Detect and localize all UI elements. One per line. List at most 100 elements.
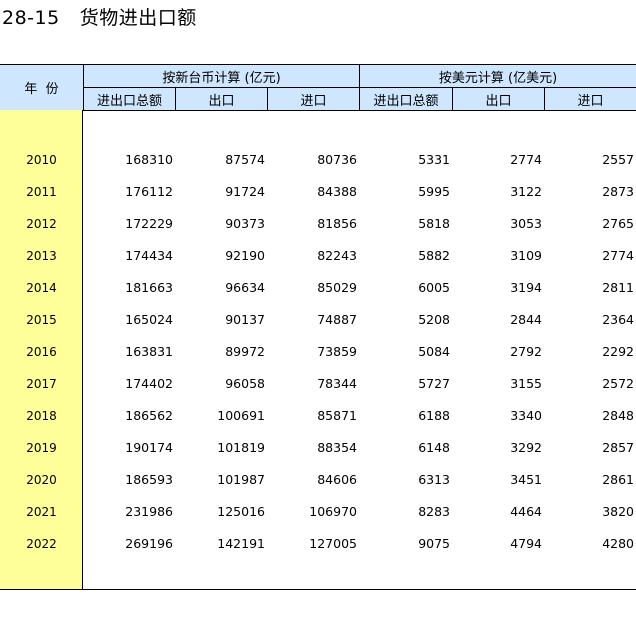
value-cell: 74887 bbox=[317, 312, 357, 327]
value-cell: 3340 bbox=[510, 408, 542, 423]
value-cell: 2848 bbox=[602, 408, 634, 423]
value-cell: 2861 bbox=[602, 472, 634, 487]
value-cell: 190174 bbox=[125, 440, 173, 455]
value-cell: 9075 bbox=[418, 536, 450, 551]
value-cell: 6005 bbox=[418, 280, 450, 295]
year-column-header: 年 份 bbox=[24, 81, 59, 97]
header-divider bbox=[83, 87, 636, 88]
value-cell: 4794 bbox=[510, 536, 542, 551]
table-bottom-line bbox=[0, 589, 636, 590]
value-cell: 2844 bbox=[510, 312, 542, 327]
value-cell: 3194 bbox=[510, 280, 542, 295]
value-cell: 142191 bbox=[217, 536, 265, 551]
value-cell: 186562 bbox=[125, 408, 173, 423]
value-cell: 125016 bbox=[217, 504, 265, 519]
table-title: 货物进出口额 bbox=[79, 7, 197, 29]
table-row: 2018 186562 100691 85871 6188 3340 2848 bbox=[0, 404, 636, 428]
table-row: 2011 176112 91724 84388 5995 3122 2873 bbox=[0, 180, 636, 204]
value-cell: 3122 bbox=[510, 184, 542, 199]
header-bottom-line bbox=[0, 110, 636, 111]
value-cell: 231986 bbox=[125, 504, 173, 519]
table-row: 2015 165024 90137 74887 5208 2844 2364 bbox=[0, 308, 636, 332]
year-cell: 2017 bbox=[26, 377, 57, 391]
year-cell: 2019 bbox=[26, 441, 57, 455]
value-cell: 84606 bbox=[317, 472, 357, 487]
value-cell: 3451 bbox=[510, 472, 542, 487]
value-cell: 4280 bbox=[602, 536, 634, 551]
value-cell: 174402 bbox=[125, 376, 173, 391]
value-cell: 3109 bbox=[510, 248, 542, 263]
value-cell: 2774 bbox=[602, 248, 634, 263]
value-cell: 90137 bbox=[225, 312, 265, 327]
year-cell: 2013 bbox=[26, 249, 57, 263]
value-cell: 2792 bbox=[510, 344, 542, 359]
value-cell: 81856 bbox=[317, 216, 357, 231]
table-row: 2013 174434 92190 82243 5882 3109 2774 bbox=[0, 244, 636, 268]
value-cell: 2774 bbox=[510, 152, 542, 167]
value-cell: 87574 bbox=[225, 152, 265, 167]
value-cell: 2292 bbox=[602, 344, 634, 359]
year-cell: 2020 bbox=[26, 473, 57, 487]
subheader-usd-import: 进口 bbox=[577, 93, 604, 109]
value-cell: 269196 bbox=[125, 536, 173, 551]
value-cell: 2765 bbox=[602, 216, 634, 231]
year-cell: 2015 bbox=[26, 313, 57, 327]
subheader-usd-total: 进出口总额 bbox=[373, 93, 439, 109]
value-cell: 3053 bbox=[510, 216, 542, 231]
page-title: 28-15 货物进出口额 bbox=[2, 4, 197, 32]
value-cell: 2873 bbox=[602, 184, 634, 199]
value-cell: 101819 bbox=[217, 440, 265, 455]
year-cell: 2016 bbox=[26, 345, 57, 359]
value-cell: 96634 bbox=[225, 280, 265, 295]
value-cell: 168310 bbox=[125, 152, 173, 167]
value-cell: 84388 bbox=[317, 184, 357, 199]
value-cell: 163831 bbox=[125, 344, 173, 359]
value-cell: 90373 bbox=[225, 216, 265, 231]
year-cell: 2014 bbox=[26, 281, 57, 295]
value-cell: 2811 bbox=[602, 280, 634, 295]
value-cell: 6188 bbox=[418, 408, 450, 423]
year-column bbox=[0, 110, 83, 590]
table-row: 2021 231986 125016 106970 8283 4464 3820 bbox=[0, 500, 636, 524]
table-row: 2012 172229 90373 81856 5818 3053 2765 bbox=[0, 212, 636, 236]
value-cell: 89972 bbox=[225, 344, 265, 359]
value-cell: 6148 bbox=[418, 440, 450, 455]
value-cell: 181663 bbox=[125, 280, 173, 295]
value-cell: 85029 bbox=[317, 280, 357, 295]
value-cell: 82243 bbox=[317, 248, 357, 263]
table-row: 2010 168310 87574 80736 5331 2774 2557 bbox=[0, 148, 636, 172]
year-cell: 2010 bbox=[26, 153, 57, 167]
table-row: 2020 186593 101987 84606 6313 3451 2861 bbox=[0, 468, 636, 492]
group-header-usd: 按美元计算 (亿美元) bbox=[438, 70, 558, 86]
header-divider bbox=[267, 87, 268, 110]
value-cell: 73859 bbox=[317, 344, 357, 359]
header-divider bbox=[544, 87, 545, 110]
value-cell: 101987 bbox=[217, 472, 265, 487]
value-cell: 5882 bbox=[418, 248, 450, 263]
subheader-twd-export: 出口 bbox=[208, 93, 235, 109]
value-cell: 106970 bbox=[309, 504, 357, 519]
value-cell: 2857 bbox=[602, 440, 634, 455]
table-row: 2017 174402 96058 78344 5727 3155 2572 bbox=[0, 372, 636, 396]
value-cell: 172229 bbox=[125, 216, 173, 231]
value-cell: 5084 bbox=[418, 344, 450, 359]
value-cell: 5331 bbox=[418, 152, 450, 167]
table-code: 28-15 bbox=[2, 7, 60, 29]
value-cell: 8283 bbox=[418, 504, 450, 519]
value-cell: 80736 bbox=[317, 152, 357, 167]
header-divider bbox=[452, 87, 453, 110]
value-cell: 85871 bbox=[317, 408, 357, 423]
value-cell: 88354 bbox=[317, 440, 357, 455]
subheader-usd-export: 出口 bbox=[485, 93, 512, 109]
value-cell: 165024 bbox=[125, 312, 173, 327]
table-row: 2014 181663 96634 85029 6005 3194 2811 bbox=[0, 276, 636, 300]
value-cell: 174434 bbox=[125, 248, 173, 263]
value-cell: 127005 bbox=[309, 536, 357, 551]
year-cell: 2011 bbox=[26, 185, 57, 199]
value-cell: 3155 bbox=[510, 376, 542, 391]
value-cell: 4464 bbox=[510, 504, 542, 519]
table-row: 2022 269196 142191 127005 9075 4794 4280 bbox=[0, 532, 636, 556]
table-row: 2016 163831 89972 73859 5084 2792 2292 bbox=[0, 340, 636, 364]
value-cell: 5995 bbox=[418, 184, 450, 199]
value-cell: 2364 bbox=[602, 312, 634, 327]
